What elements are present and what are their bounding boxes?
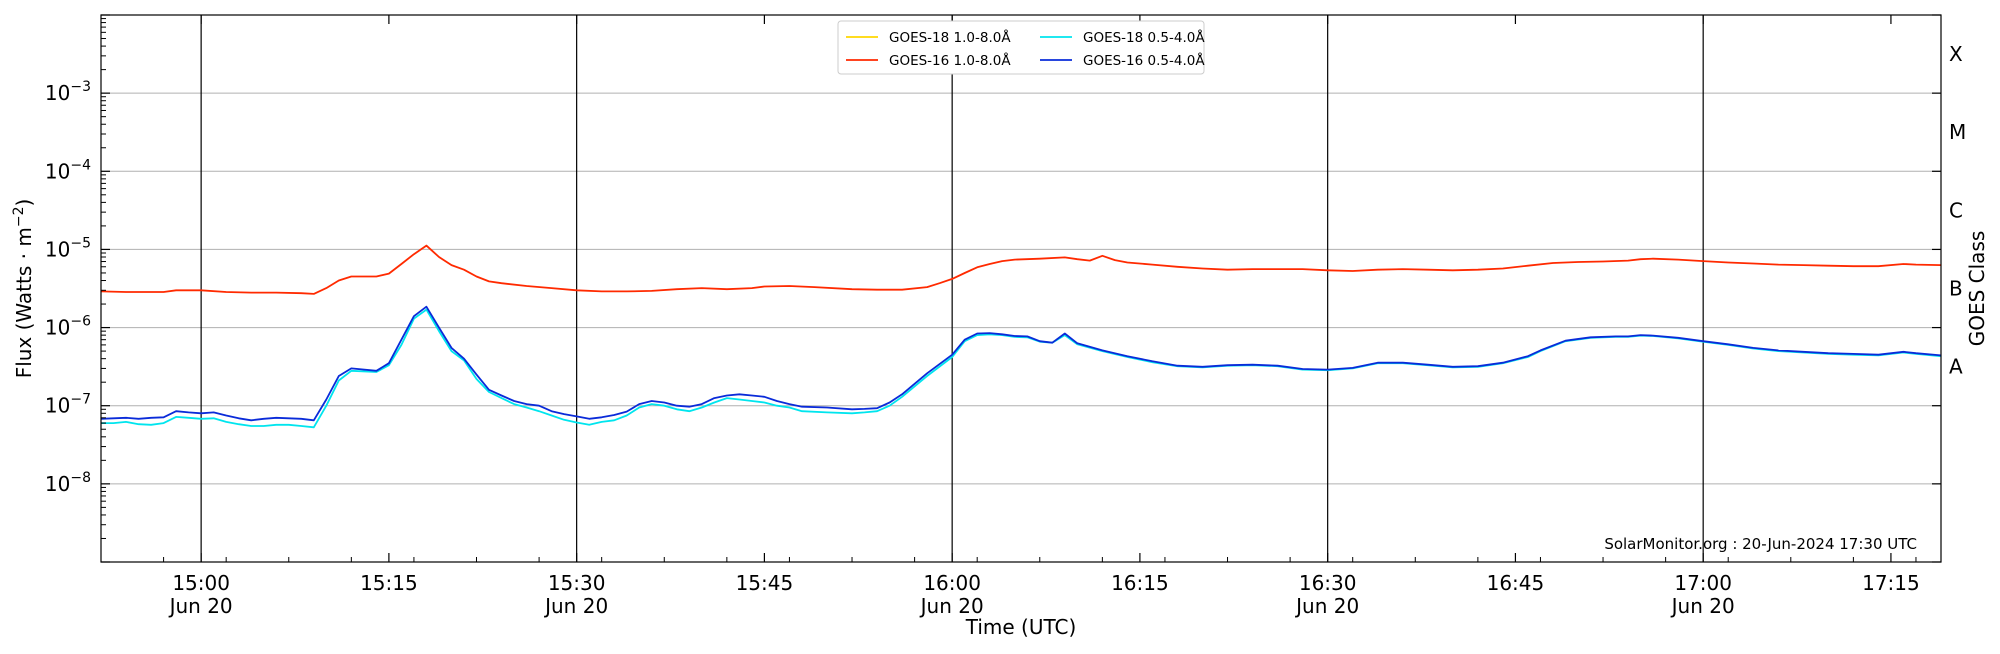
x-tick-date-label: Jun 20 bbox=[168, 594, 233, 618]
y-tick-exponent: −8 bbox=[70, 470, 91, 486]
y-tick-exponent: −3 bbox=[70, 79, 91, 95]
x-tick-label: 15:30 bbox=[548, 571, 606, 595]
day-vertical-lines bbox=[200, 15, 1704, 562]
y-tick-label: 10−7 bbox=[45, 392, 91, 418]
series-lines bbox=[100, 244, 1942, 429]
y-tick-label: 10−4 bbox=[45, 157, 91, 183]
x-tick-date-label: Jun 20 bbox=[1294, 594, 1359, 618]
y-tick-base: 10 bbox=[45, 237, 70, 261]
legend-label-3: GOES-16 0.5-4.0Å bbox=[1083, 52, 1205, 69]
x-tick-label: 16:15 bbox=[1111, 571, 1169, 595]
source-annotation: SolarMonitor.org : 20-Jun-2024 17:30 UTC bbox=[1604, 535, 1917, 553]
y-tick-base: 10 bbox=[45, 472, 70, 496]
x-tick-label: 15:45 bbox=[736, 571, 794, 595]
y-tick-label: 10−8 bbox=[45, 470, 91, 496]
x-tick-label: 17:00 bbox=[1674, 571, 1732, 595]
y-tick-base: 10 bbox=[45, 159, 70, 183]
goes-class-labels: A B C M X bbox=[1949, 42, 1966, 379]
y-tick-base: 10 bbox=[45, 81, 70, 105]
y-tick-base: 10 bbox=[45, 394, 70, 418]
x-tick-date-label: Jun 20 bbox=[1670, 594, 1735, 618]
gridlines bbox=[101, 92, 1941, 485]
y-axis-label-base: Flux (Watts · m bbox=[12, 227, 36, 378]
legend-label-1: GOES-16 1.0-8.0Å bbox=[889, 52, 1011, 69]
legend-box bbox=[837, 20, 1205, 75]
x-tick-label: 16:00 bbox=[923, 571, 981, 595]
goes-class-label-a: A bbox=[1949, 355, 1963, 379]
y-tick-exponent: −7 bbox=[70, 392, 91, 408]
y-axis-label: Flux (Watts · m−2) bbox=[11, 199, 36, 379]
y-tick-label: 10−3 bbox=[45, 79, 91, 105]
goes-class-label-b: B bbox=[1949, 277, 1963, 301]
legend-label-0: GOES-18 1.0-8.0Å bbox=[889, 29, 1011, 46]
x-tick-date-label: Jun 20 bbox=[919, 594, 984, 618]
x-axis-label: Time (UTC) bbox=[965, 615, 1077, 639]
y-axis-label-close: ) bbox=[12, 199, 36, 207]
series-line-3 bbox=[100, 305, 1942, 422]
series-line-1 bbox=[100, 244, 1942, 295]
plot-frame bbox=[100, 14, 1942, 563]
y-tick-exponent: −5 bbox=[70, 235, 91, 251]
x-tick-label: 16:30 bbox=[1299, 571, 1357, 595]
x-tick-label: 15:00 bbox=[172, 571, 230, 595]
x-tick-label: 15:15 bbox=[360, 571, 418, 595]
legend-label-2: GOES-18 0.5-4.0Å bbox=[1083, 29, 1205, 46]
goes-class-label-c: C bbox=[1949, 198, 1963, 222]
axis-ticks bbox=[100, 14, 1941, 563]
y-tick-label: 10−6 bbox=[45, 314, 91, 340]
x-tick-label: 17:15 bbox=[1862, 571, 1920, 595]
goes-class-label-x: X bbox=[1949, 42, 1963, 66]
x-tick-label: 16:45 bbox=[1487, 571, 1545, 595]
y-tick-exponent: −4 bbox=[70, 157, 91, 173]
goes-class-axis-label: GOES Class bbox=[1965, 231, 1989, 347]
y-axis-label-exponent: −2 bbox=[11, 207, 27, 228]
y-tick-exponent: −6 bbox=[70, 314, 91, 330]
legend: GOES-18 1.0-8.0Å GOES-16 1.0-8.0Å GOES-18 … bbox=[837, 20, 1205, 75]
x-tick-date-label: Jun 20 bbox=[543, 594, 608, 618]
y-tick-labels: 10−810−710−610−510−410−3 bbox=[45, 79, 91, 496]
y-tick-base: 10 bbox=[45, 316, 70, 340]
y-tick-label: 10−5 bbox=[45, 235, 91, 261]
goes-class-label-m: M bbox=[1949, 120, 1966, 144]
